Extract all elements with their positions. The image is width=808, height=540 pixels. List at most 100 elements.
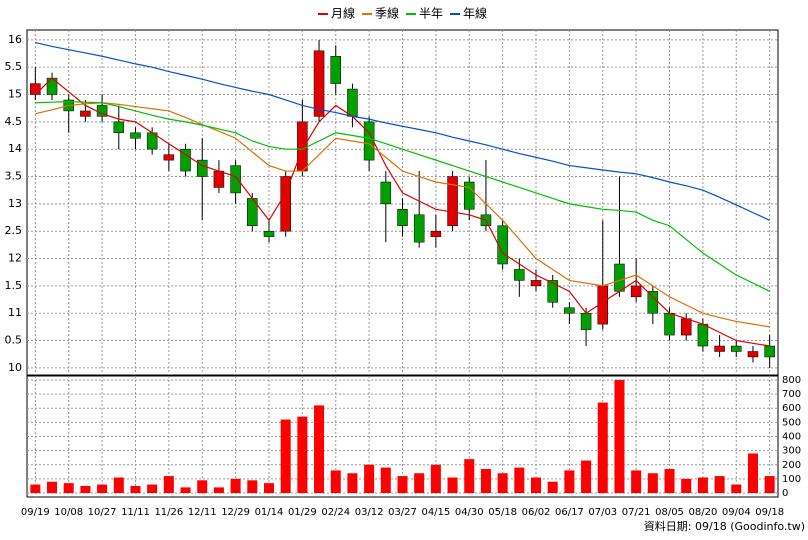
candle-body — [764, 345, 775, 358]
volume-bar — [213, 487, 224, 494]
x-tick-label: 01/29 — [288, 507, 317, 518]
y2-tick-label: 400 — [782, 432, 801, 443]
volume-bar — [347, 473, 358, 494]
candle-body — [747, 351, 759, 358]
candle-body — [213, 170, 225, 188]
x-tick-label: 06/02 — [522, 507, 551, 518]
volume-bar — [647, 473, 658, 494]
y-tick-label: 10 — [8, 361, 22, 374]
x-tick-label: 07/21 — [622, 507, 651, 518]
y2-tick-label: 300 — [782, 446, 801, 457]
candle-body — [113, 121, 125, 134]
candle-body — [680, 318, 692, 336]
volume-bar — [697, 477, 708, 494]
candle-body — [297, 121, 308, 172]
y2-tick-label: 0 — [782, 488, 788, 499]
ma-line — [35, 101, 770, 292]
x-tick-label: 12/11 — [188, 507, 217, 518]
volume-bar — [581, 460, 592, 494]
candle-body — [497, 225, 508, 265]
x-tick-label: 10/08 — [54, 507, 83, 518]
candle-body — [330, 55, 342, 84]
candle-body — [263, 230, 275, 237]
x-tick-label: 11/11 — [121, 507, 150, 518]
candle-body — [547, 280, 558, 303]
y2-tick-label: 600 — [782, 403, 801, 414]
volume-bar — [564, 470, 575, 494]
x-tick-label: 09/04 — [722, 507, 751, 518]
volume-bar — [97, 484, 108, 494]
volume-bar — [681, 478, 692, 494]
y-tick-label: 14 — [8, 142, 22, 155]
x-tick-label: 03/27 — [388, 507, 417, 518]
candle-body — [530, 280, 542, 287]
candle-body — [580, 312, 592, 330]
volume-bar — [230, 478, 241, 494]
volume-bar — [597, 402, 608, 494]
volume-bar — [497, 473, 508, 494]
volume-bar — [397, 476, 408, 494]
ma-line — [35, 102, 770, 328]
volume-bar — [430, 464, 441, 494]
x-tick-label: 02/24 — [321, 507, 350, 518]
candle-body — [413, 214, 425, 243]
volume-bar — [664, 469, 675, 494]
y-tick-label: 12 — [8, 252, 22, 265]
volume-bar — [447, 477, 458, 494]
y-tick-label: 4.5 — [5, 115, 23, 128]
candle-body — [180, 148, 191, 172]
legend-label: 月線 — [331, 6, 355, 21]
y-tick-label: 11 — [8, 306, 22, 319]
candle-body — [280, 176, 291, 232]
volume-bar — [30, 484, 41, 494]
x-tick-label: 03/12 — [355, 507, 384, 518]
ma-line — [35, 41, 770, 221]
candle-body — [80, 110, 91, 117]
volume-bar — [197, 480, 208, 494]
x-tick-label: 06/17 — [555, 507, 584, 518]
volume-bar — [130, 485, 141, 494]
volume-bar — [80, 485, 91, 494]
candle-body — [163, 154, 175, 161]
candle-body — [230, 165, 241, 194]
x-tick-label: 08/20 — [688, 507, 717, 518]
y-tick-label: 5.5 — [5, 60, 23, 73]
volume-bar — [414, 473, 425, 494]
x-tick-label: 07/03 — [588, 507, 617, 518]
candle-body — [196, 159, 208, 177]
ma-line — [34, 77, 770, 347]
candle-body — [697, 323, 709, 347]
volume-bar — [631, 470, 642, 494]
x-tick-label: 01/14 — [255, 507, 284, 518]
candle-body — [347, 88, 358, 117]
x-tick-label: 10/27 — [88, 507, 117, 518]
footnote: 資料日期: 09/18 (Goodinfo.tw) — [644, 519, 805, 533]
x-tick-label: 04/15 — [421, 507, 450, 518]
volume-bar — [297, 416, 308, 494]
volume-bar — [531, 477, 542, 494]
y2-tick-label: 700 — [782, 389, 801, 400]
candle-body — [463, 181, 475, 210]
legend-label: 年線 — [463, 6, 487, 21]
candle-body — [630, 285, 642, 298]
candle-body — [363, 121, 375, 161]
candle-body — [430, 230, 442, 237]
y-tick-label: 16 — [8, 33, 22, 46]
candle-body — [647, 291, 659, 314]
candle-body — [664, 312, 675, 336]
candle-body — [380, 181, 392, 205]
x-tick-label: 11/26 — [154, 507, 183, 518]
x-tick-label: 04/30 — [455, 507, 484, 518]
candle-body — [130, 132, 141, 139]
y-tick-label: 13 — [8, 197, 22, 210]
y2-tick-label: 200 — [782, 460, 801, 471]
volume-bar — [247, 480, 258, 494]
volume-bar — [163, 476, 174, 494]
volume-bar — [547, 481, 558, 494]
candle-body — [614, 263, 625, 292]
volume-bar — [180, 487, 191, 494]
volume-bar — [464, 459, 475, 494]
volume-bar — [147, 484, 158, 494]
volume-bar — [480, 469, 491, 494]
